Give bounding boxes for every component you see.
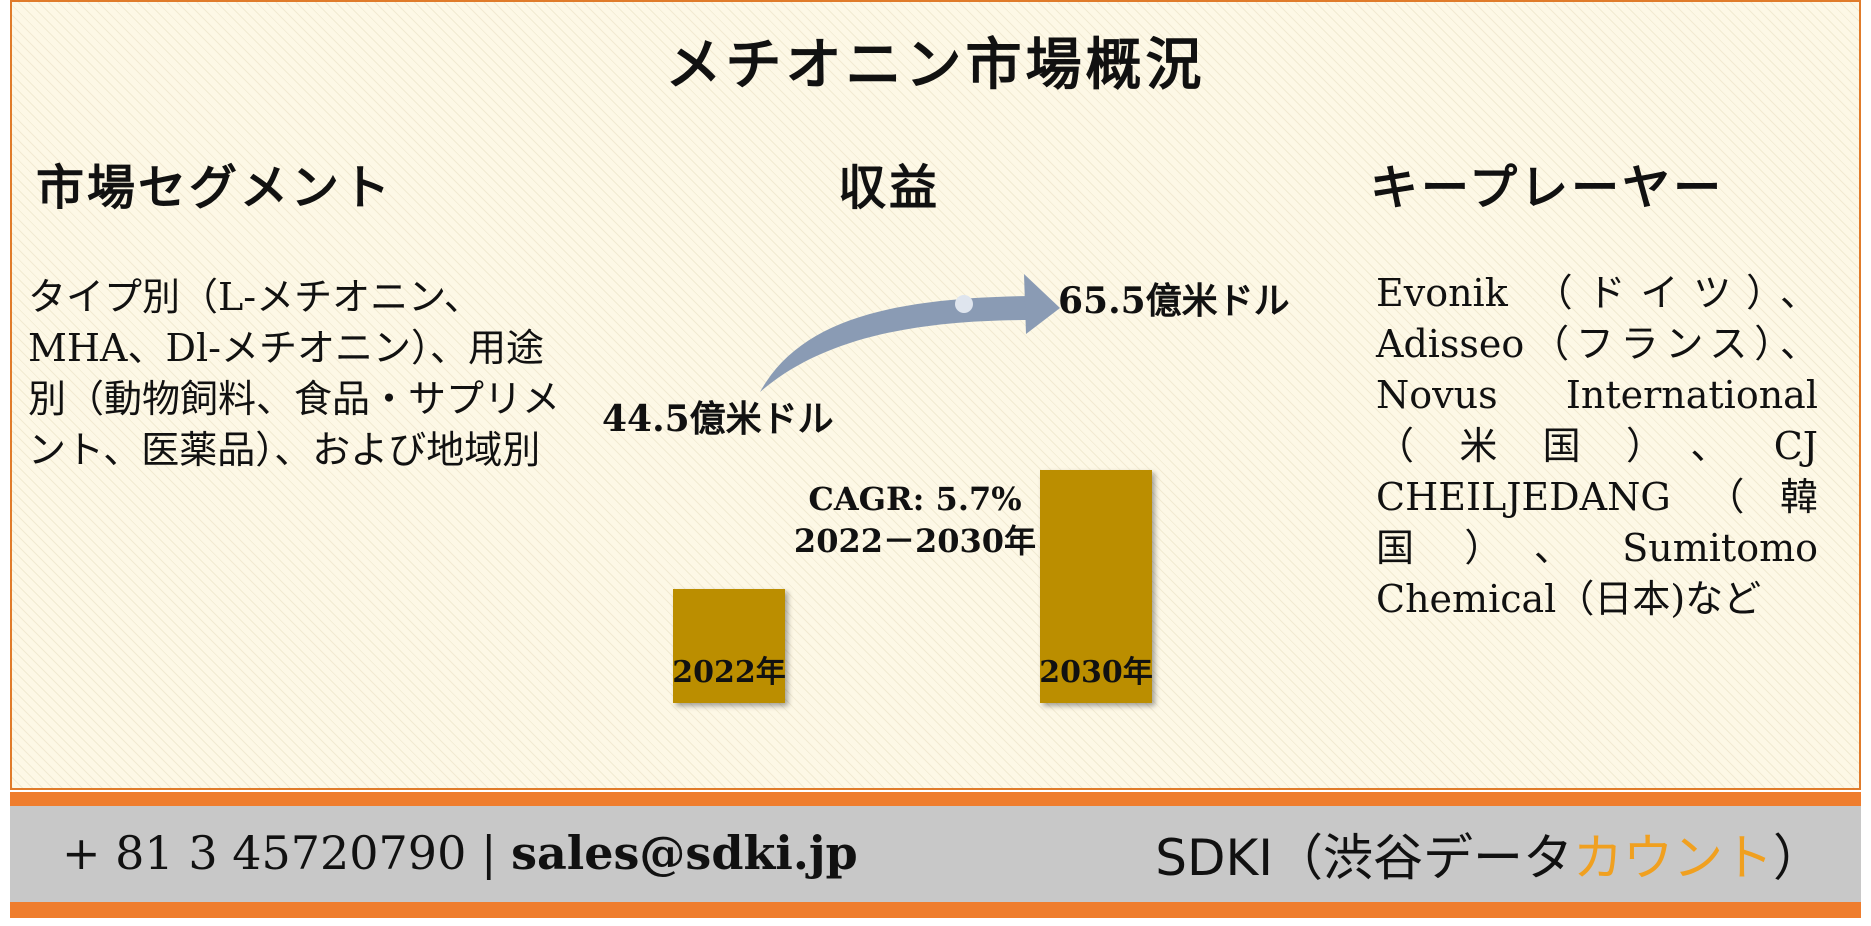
value-label-2030: 65.5億米ドル [1058, 280, 1290, 322]
cagr-rate: CAGR: 5.7% [808, 480, 1022, 518]
segment-description: タイプ別（L-メチオニン、MHA、Dl-メチオニン）、用途別（動物飼料、食品・サ… [28, 275, 561, 472]
bar-label-2022: 2022年 [672, 655, 786, 690]
brand-name: SDKI（渋谷データ [1155, 829, 1573, 887]
contact-separator: | [480, 826, 497, 880]
growth-arrow-icon [760, 274, 1060, 392]
footer-bar [10, 806, 1861, 902]
segment-heading: 市場セグメント [36, 160, 394, 216]
footer-bottom-band [10, 902, 1861, 918]
brand-accent: カウント [1573, 829, 1773, 887]
revenue-heading: 収益 [838, 160, 941, 216]
brand-end: ） [1773, 829, 1823, 887]
page-title: メチオニン市場概況 [665, 32, 1206, 98]
bar-label-2030: 2030年 [1039, 655, 1153, 690]
overview-panel [10, 0, 1861, 790]
bar-2030 [1040, 469, 1152, 703]
email-link[interactable]: sales@sdki.jp [511, 826, 858, 880]
brand-logo: SDKI（渋谷データカウント） [1155, 818, 1823, 890]
bar-2022 [673, 588, 785, 703]
footer-top-band [10, 792, 1861, 806]
contact-info: + 81 3 45720790 | sales@sdki.jp [62, 826, 858, 880]
phone-number[interactable]: + 81 3 45720790 [62, 826, 467, 880]
key-players-list: Evonik （ドイツ）、Adisseo（フランス）、Novus Interna… [1376, 271, 1818, 621]
cagr-annotation: CAGR: 5.7% 2022－2030年 [790, 478, 1040, 562]
value-label-2022: 44.5億米ドル [602, 398, 834, 440]
players-heading: キープレーヤー [1370, 160, 1725, 216]
arrow-highlight-dot [955, 295, 973, 313]
cagr-period: 2022－2030年 [793, 522, 1037, 560]
